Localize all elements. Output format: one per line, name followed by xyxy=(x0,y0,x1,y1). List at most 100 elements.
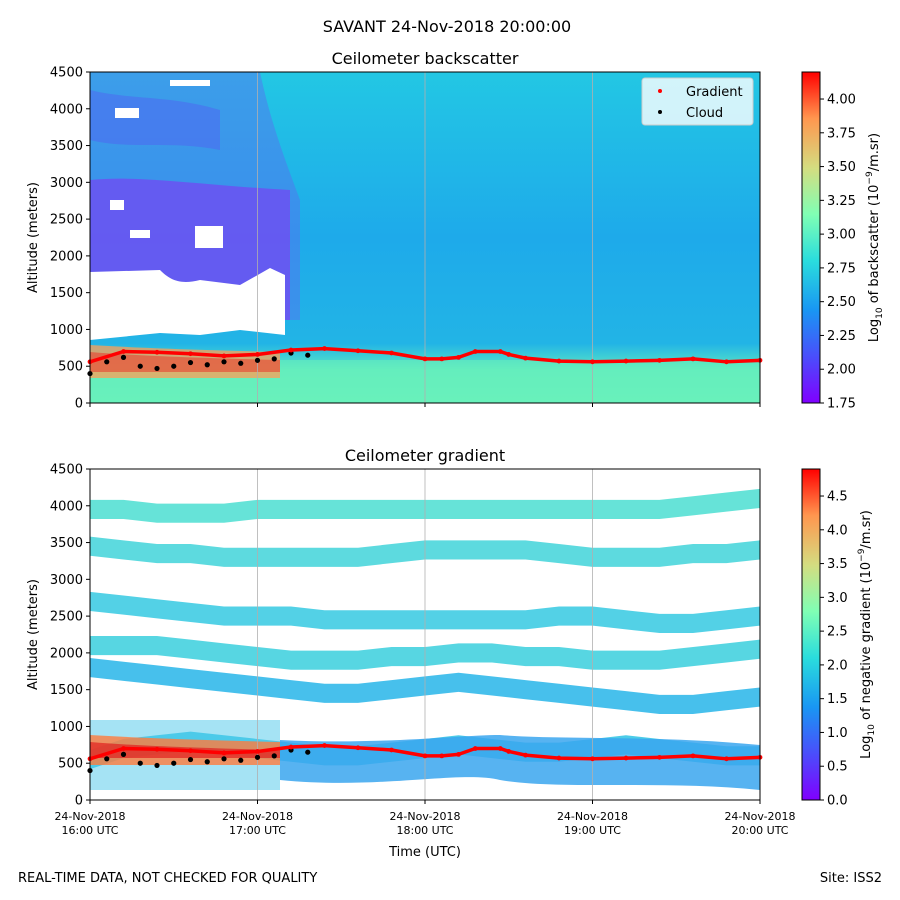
backscatter-title: Ceilometer backscatter xyxy=(332,49,519,68)
gradient-series-line xyxy=(89,346,761,364)
gradient-yticks: 0 500 1000 1500 2000 2500 3000 3500 4000 4500 xyxy=(50,463,90,809)
gradient-point xyxy=(556,358,562,364)
gradient-point xyxy=(288,744,294,750)
legend-cloud-marker xyxy=(658,110,662,114)
colorbar-tick-label: 4.5 xyxy=(827,490,848,505)
xtick-label-date: 24-Nov-2018 xyxy=(724,810,795,823)
gradient-point xyxy=(188,351,193,357)
backscatter-colorbar xyxy=(801,71,821,404)
xtick-label-date: 24-Nov-2018 xyxy=(389,810,460,823)
colorbar-tick-label: 0.5 xyxy=(827,760,848,775)
gradient-point xyxy=(121,746,126,751)
cloud-point xyxy=(154,365,160,372)
xtick-label-date: 24-Nov-2018 xyxy=(54,810,125,823)
gradient-point xyxy=(154,746,160,752)
gradient-point xyxy=(422,356,428,362)
gradient-point xyxy=(288,347,294,353)
gradient-point xyxy=(623,755,629,761)
ytick-label: 1000 xyxy=(50,720,83,735)
ytick-label: 4500 xyxy=(50,463,83,478)
ytick-label: 3000 xyxy=(50,176,83,191)
colorbar-tick-label: 1.0 xyxy=(827,726,848,741)
gradient-point xyxy=(221,353,227,359)
gradient-point xyxy=(456,751,461,757)
gradient-point xyxy=(506,352,512,357)
cloud-point xyxy=(137,760,143,766)
gradient-point xyxy=(506,749,512,754)
ytick-label: 1500 xyxy=(50,286,83,301)
gradient-point xyxy=(255,749,260,754)
gradient-point xyxy=(472,746,478,751)
gradient-point xyxy=(472,349,478,354)
gradient-point xyxy=(523,752,528,758)
cloud-point xyxy=(104,359,110,365)
colorbar-tick-label: 2.5 xyxy=(827,625,848,640)
cloud-point xyxy=(221,359,227,365)
legend-gradient-marker xyxy=(658,89,662,93)
ytick-label: 4000 xyxy=(50,499,83,514)
ytick-label: 3000 xyxy=(50,573,83,588)
cloud-point xyxy=(120,354,127,360)
cloud-point xyxy=(305,352,311,358)
colorbar-tick-label: 2.50 xyxy=(827,295,856,310)
cloud-point xyxy=(204,759,210,765)
backscatter-xticks xyxy=(89,403,761,407)
ytick-label: 500 xyxy=(58,757,83,772)
gradient-gridlines xyxy=(257,469,593,800)
ytick-label: 2000 xyxy=(50,249,83,264)
xtick-label-date: 24-Nov-2018 xyxy=(222,810,293,823)
gradient-point xyxy=(497,349,503,354)
cloud-point xyxy=(171,363,177,369)
colorbar-tick-label: 3.50 xyxy=(827,160,856,175)
gradient-point xyxy=(657,754,662,760)
gradient-point xyxy=(590,359,595,365)
gradient-point xyxy=(121,349,126,354)
gradient-point xyxy=(322,743,327,748)
gradient-point xyxy=(355,348,361,354)
cloud-point xyxy=(187,756,194,763)
ytick-label: 3500 xyxy=(50,536,83,551)
gradient-point xyxy=(556,755,562,761)
colorbar-tick-label: 4.00 xyxy=(827,93,856,108)
cloud-point xyxy=(137,363,143,369)
colorbar-tick-label: 3.75 xyxy=(827,126,856,141)
backscatter-gridlines xyxy=(257,72,593,403)
backscatter-colorbar-label: Log10 of backscatter (10−9/m.sr) xyxy=(865,133,885,342)
backscatter-gradient-markers xyxy=(87,346,763,365)
gradient-point xyxy=(690,753,696,759)
gradient-xlabel: Time (UTC) xyxy=(388,845,461,860)
footer-left: REAL-TIME DATA, NOT CHECKED FOR QUALITY xyxy=(18,871,317,886)
gradient-point xyxy=(422,753,428,759)
gradient-point xyxy=(590,756,595,762)
xtick-label-time: 18:00 UTC xyxy=(396,824,453,837)
cloud-point xyxy=(171,760,177,766)
xtick-label-time: 19:00 UTC xyxy=(564,824,621,837)
footer-right: Site: ISS2 xyxy=(820,871,882,886)
ytick-label: 4000 xyxy=(50,102,83,117)
ytick-label: 0 xyxy=(75,794,83,809)
ytick-label: 1500 xyxy=(50,683,83,698)
backscatter-colorbar-ticks: 1.75 2.00 2.25 2.50 2.75 3.00 3.25 3.50 3.75 4.00 xyxy=(820,93,856,412)
ytick-label: 2500 xyxy=(50,213,83,228)
colorbar-tick-label: 4.0 xyxy=(827,523,848,538)
gradient-colorbar xyxy=(801,468,821,801)
ytick-label: 4500 xyxy=(50,66,83,81)
cloud-point xyxy=(271,753,277,759)
xtick-label-date: 24-Nov-2018 xyxy=(557,810,628,823)
gradient-point xyxy=(623,358,629,364)
colorbar-tick-label: 3.0 xyxy=(827,591,848,606)
colorbar-tick-label: 3.25 xyxy=(827,194,856,209)
gradient-point xyxy=(439,356,445,362)
backscatter-ylabel: Altitude (meters) xyxy=(26,182,41,293)
legend-box xyxy=(641,77,754,126)
colorbar-tick-label: 0.0 xyxy=(827,794,848,809)
cloud-point xyxy=(221,756,227,762)
gradient-panel: Ceilometer gradient Altitude (meters) 0 5… xyxy=(26,446,877,860)
colorbar-tick-label: 2.0 xyxy=(827,658,848,673)
cloud-point xyxy=(254,754,261,760)
gradient-point xyxy=(221,750,227,756)
gradient-point xyxy=(439,753,445,759)
ytick-label: 0 xyxy=(75,397,83,412)
